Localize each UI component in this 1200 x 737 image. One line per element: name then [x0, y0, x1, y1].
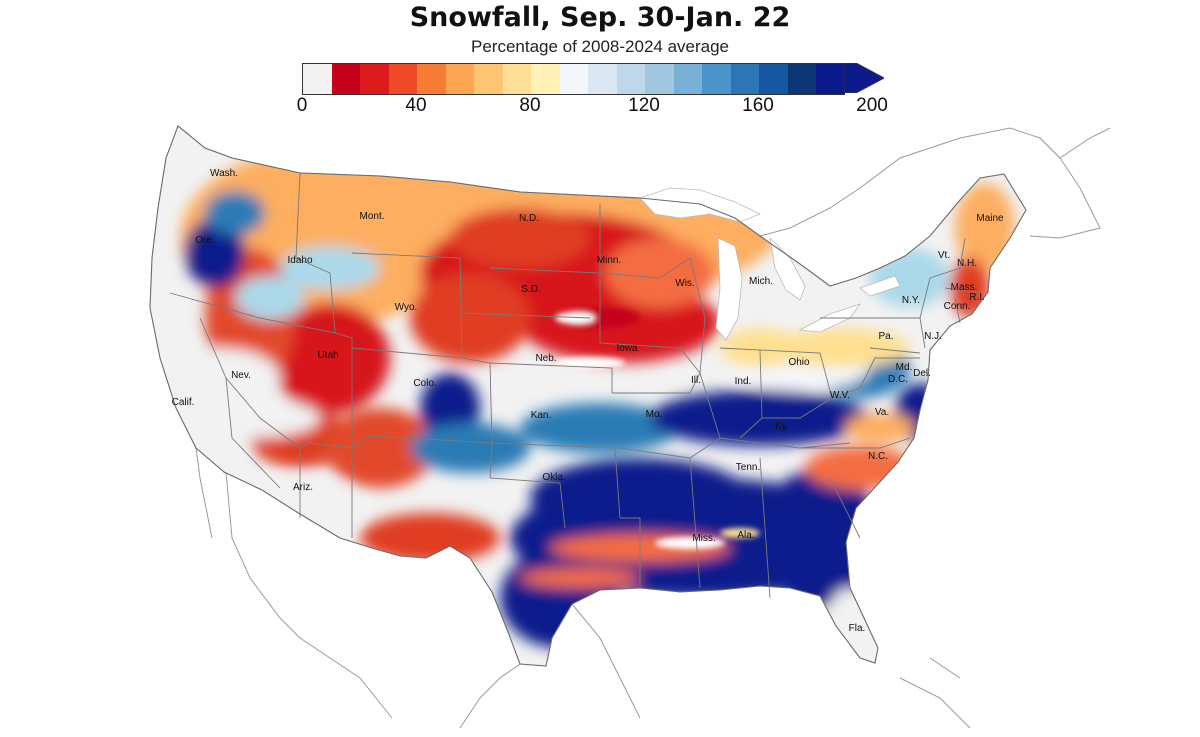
- legend-tick-label: 40: [405, 95, 427, 116]
- legend-swatch: [787, 63, 816, 95]
- chart-title: Snowfall, Sep. 30-Jan. 22: [409, 2, 791, 33]
- legend-tick-label: 120: [628, 95, 660, 116]
- legend-swatch: [302, 63, 332, 95]
- state-label: Ore.: [195, 235, 214, 246]
- state-label: Wash.: [210, 168, 238, 179]
- state-label: Utah: [317, 350, 338, 361]
- state-label: Miss.: [692, 533, 715, 544]
- state-label: Ill.: [691, 375, 701, 386]
- state-label: Ohio: [788, 357, 810, 368]
- state-label: Maine: [976, 213, 1004, 224]
- state-label: R.I.: [969, 292, 985, 303]
- state-label: Iowa: [616, 343, 638, 354]
- state-label: Pa.: [878, 331, 893, 342]
- us-outline: [149, 125, 1027, 667]
- legend-swatch: [502, 63, 531, 95]
- legend-swatch: [531, 63, 560, 95]
- state-label: Colo.: [413, 378, 436, 389]
- legend-tick-label: 160: [742, 95, 774, 116]
- state-label: Calif.: [172, 397, 195, 408]
- state-label: Mont.: [359, 211, 384, 222]
- state-label: N.H.: [957, 258, 977, 269]
- state-label: N.Y.: [902, 295, 920, 306]
- legend-swatch: [645, 63, 674, 95]
- legend-swatch: [588, 63, 617, 95]
- state-label: N.D.: [519, 213, 539, 224]
- legend-swatch: [816, 63, 845, 95]
- state-label: W.V.: [830, 390, 850, 401]
- legend-swatch: [331, 63, 360, 95]
- state-label: Ariz.: [293, 482, 313, 493]
- state-label: N.C.: [868, 451, 888, 462]
- snowfall-field: [150, 126, 1026, 666]
- legend-color-bar: [302, 63, 845, 95]
- state-label: Mass.: [951, 282, 978, 293]
- legend-swatch: [360, 63, 389, 95]
- legend-swatch: [388, 63, 417, 95]
- state-label: Tenn.: [736, 462, 760, 473]
- state-label: Idaho: [287, 255, 312, 266]
- legend-swatch: [759, 63, 788, 95]
- chart-subtitle: Percentage of 2008-2024 average: [470, 37, 730, 56]
- state-label: Fla.: [849, 623, 866, 634]
- state-label: Ind.: [735, 376, 752, 387]
- state-label: Wis.: [675, 278, 694, 289]
- legend-tick-label: 0: [296, 95, 308, 116]
- state-label: S.D.: [521, 284, 540, 295]
- legend-tick-label: 80: [519, 95, 541, 116]
- legend-swatch: [474, 63, 503, 95]
- state-label: Minn.: [597, 255, 621, 266]
- state-label: Mich.: [749, 276, 773, 287]
- legend-swatch: [417, 63, 446, 95]
- state-label: Mo.: [646, 409, 663, 420]
- state-label: Va.: [875, 407, 889, 418]
- state-label: Conn.: [944, 301, 971, 312]
- state-label: Kan.: [531, 410, 552, 421]
- legend-swatch: [673, 63, 702, 95]
- us-snowfall-map: Wash. Ore. Idaho Mont. Wyo. Utah Nev. Calif. Ari…: [149, 125, 1111, 729]
- state-label: Nev.: [231, 370, 251, 381]
- state-label: Vt.: [938, 250, 950, 261]
- state-label: Ala.: [737, 530, 754, 541]
- legend-swatch: [616, 63, 645, 95]
- state-label: Del.: [913, 368, 931, 379]
- legend-swatch: [559, 63, 588, 95]
- legend-swatch: [702, 63, 731, 95]
- state-label: Neb.: [535, 353, 556, 364]
- legend-swatch: [445, 63, 474, 95]
- state-label: Wyo.: [395, 302, 418, 313]
- state-label: D.C.: [888, 374, 908, 385]
- state-label: N.J.: [924, 331, 942, 342]
- legend-tick-label: 200: [856, 95, 888, 116]
- state-label: Md.: [896, 362, 913, 373]
- state-label: Ky.: [775, 421, 789, 432]
- legend-swatch: [730, 63, 759, 95]
- great-lakes: [639, 187, 901, 341]
- legend-overflow-arrow: [843, 63, 884, 93]
- state-label: Okla.: [542, 472, 565, 483]
- color-legend: 0 40 80 120 160 200: [297, 63, 902, 121]
- state-labels: Wash. Ore. Idaho Mont. Wyo. Utah Nev. Calif. Ari…: [172, 168, 1004, 634]
- state-borders: [169, 172, 981, 599]
